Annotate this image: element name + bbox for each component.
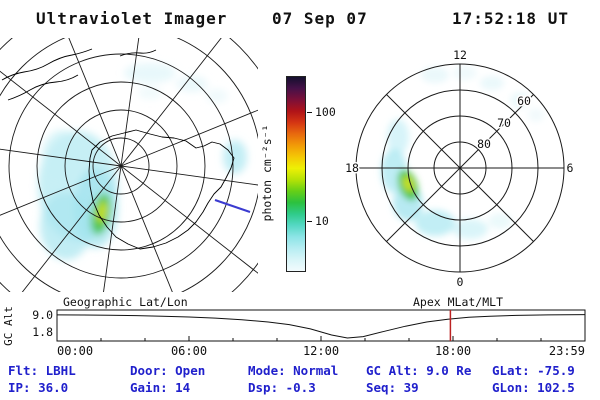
- mlat-label-80: 80: [477, 137, 491, 151]
- status-ip: IP: 36.0: [8, 380, 69, 395]
- status-glat: GLat: -75.9: [492, 363, 575, 378]
- colorbar-tick-10: [307, 221, 312, 222]
- ytick-1.8: 1.8: [32, 325, 53, 339]
- coastline-arc-3: [119, 49, 157, 57]
- aurora-emission-left: [38, 63, 247, 260]
- gc-alt-axis-label: GC Alt: [2, 306, 15, 346]
- header-time: 17:52:18 UT: [452, 9, 569, 28]
- polar-labels: 12 0 18 6 60 70 80: [344, 47, 575, 291]
- apex-polar-panel: 12 0 18 6 60 70 80: [344, 47, 575, 291]
- left-panel-caption: Geographic Lat/Lon: [63, 295, 188, 309]
- status-dsp: Dsp: -0.3: [248, 380, 316, 395]
- antarctica-coastline: [88, 129, 235, 250]
- xtick-1800: 18:00: [435, 344, 471, 358]
- mlt-label-6: 6: [567, 161, 574, 175]
- gc-alt-curve: [56, 314, 586, 339]
- time-axis-ticks: [100, 336, 542, 341]
- status-gain: Gain: 14: [130, 380, 191, 395]
- xtick-2359: 23:59: [549, 344, 585, 358]
- status-mode: Mode: Normal: [248, 363, 339, 378]
- status-flt: Flt: LBHL: [8, 363, 76, 378]
- polar-grid: [355, 63, 565, 273]
- coastlines: [1, 48, 235, 250]
- status-gcalt: GC Alt: 9.0 Re: [366, 363, 472, 378]
- xtick-0600: 06:00: [171, 344, 207, 358]
- instrument-title: Ultraviolet Imager: [36, 9, 228, 28]
- gc-alt-strip-chart: Geographic Lat/Lon Apex MLat/MLT GC Alt …: [2, 295, 586, 358]
- status-glon: GLon: 102.5: [492, 380, 575, 395]
- colorbar-tick-label-100: 100: [315, 105, 336, 119]
- colorbar-tick-label-10: 10: [315, 214, 329, 228]
- ytick-9: 9.0: [32, 308, 53, 322]
- geographic-grid: [0, 38, 258, 292]
- xtick-0000: 00:00: [57, 344, 93, 358]
- colorbar-gradient: [286, 76, 306, 272]
- xtick-1200: 12:00: [303, 344, 339, 358]
- coastline-arc-2: [7, 74, 79, 101]
- satellite-track-line: [214, 199, 251, 213]
- status-door: Door: Open: [130, 363, 206, 378]
- coastline-arc-1: [1, 48, 93, 81]
- colorbar: 100 10: [286, 76, 350, 276]
- colorbar-units-label: photon cm⁻²s⁻¹: [260, 124, 274, 222]
- status-seq: Seq: 39: [366, 380, 419, 395]
- mlat-label-60: 60: [517, 94, 531, 108]
- mlt-label-12: 12: [453, 48, 467, 62]
- right-panel-caption: Apex MLat/MLT: [413, 295, 503, 309]
- mlt-label-18: 18: [345, 161, 359, 175]
- colorbar-tick-100: [307, 112, 312, 113]
- mlt-label-0: 0: [457, 275, 464, 289]
- header-date: 07 Sep 07: [272, 9, 368, 28]
- mlat-label-70: 70: [497, 116, 511, 130]
- geographic-map-panel: [0, 38, 258, 292]
- aurora-emission-right: [381, 66, 544, 239]
